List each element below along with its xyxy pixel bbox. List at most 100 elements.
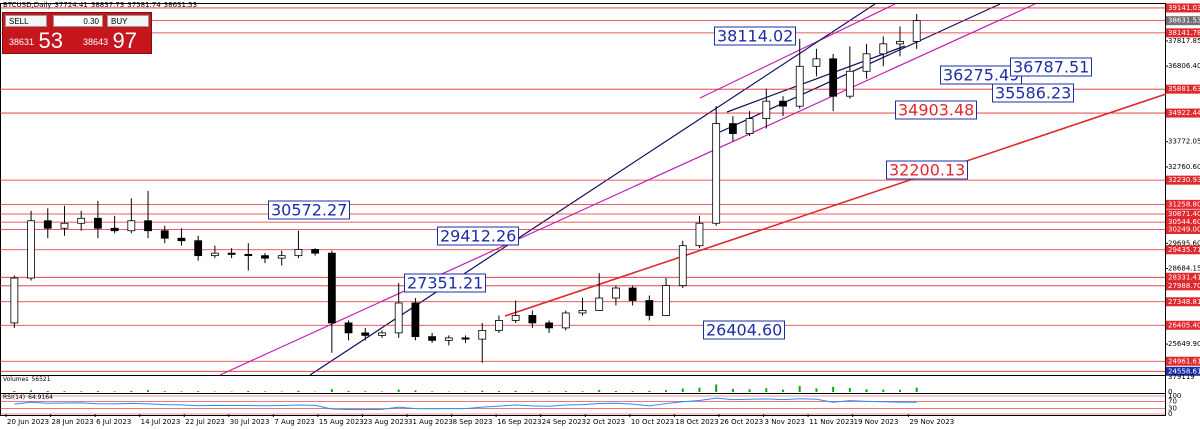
candle-body <box>60 222 69 229</box>
volume-bar <box>765 388 768 392</box>
level-tag <box>1166 297 1200 307</box>
trend-line <box>699 3 896 99</box>
candle-body <box>845 70 854 97</box>
candle-body <box>896 40 904 45</box>
level-label: 32230.93 <box>1168 176 1200 184</box>
candle-body <box>561 312 570 329</box>
bid-price[interactable]: 38631 53 <box>9 28 63 54</box>
candle-body <box>444 337 453 341</box>
level-tag <box>1166 366 1200 376</box>
volume-bar <box>514 390 517 392</box>
candle-body <box>261 255 269 259</box>
volume-bar <box>815 388 818 392</box>
volume-bar <box>163 391 166 392</box>
buy-button[interactable]: BUY <box>107 15 149 27</box>
price-annotation: 35586.23 <box>992 83 1075 103</box>
trend-line <box>504 93 1167 317</box>
ohlc: 37724.41 <box>54 1 88 9</box>
rsi-line <box>14 397 917 411</box>
level-tag <box>1166 209 1200 219</box>
trend-line <box>726 45 906 113</box>
indicator-name: Volumes <box>3 376 29 383</box>
volume-bar <box>96 390 99 392</box>
candle-body <box>628 287 637 301</box>
level-tag <box>1166 3 1200 13</box>
candle-body <box>662 285 670 316</box>
candle-body <box>862 53 871 72</box>
volume-bar <box>882 389 885 392</box>
y-tick-label: 36806.40 <box>1168 62 1200 70</box>
rsi-label: RSI(14) 64.9164 <box>3 394 56 401</box>
volume-bar <box>13 390 16 392</box>
x-tick-label: 14 Jul 2023 <box>141 418 181 426</box>
candle-body <box>879 43 888 55</box>
candle-body <box>394 302 403 334</box>
price-annotation: 29412.26 <box>437 226 520 246</box>
volume-bar <box>397 389 400 392</box>
volume-bar <box>297 390 300 392</box>
level-tag <box>1166 281 1200 291</box>
sell-button[interactable]: SELL <box>5 15 47 27</box>
x-tick-label: 24 Sep 2023 <box>542 418 586 426</box>
lot-input[interactable]: 0.30 <box>53 15 103 27</box>
candle-body <box>194 240 203 257</box>
x-tick-label: 29 Nov 2023 <box>909 418 954 426</box>
volume-bar <box>665 390 668 392</box>
price-annotation: 36787.51 <box>1010 57 1093 77</box>
candle-body <box>695 222 704 247</box>
candle-body <box>277 255 286 259</box>
y-tick-label: 30 <box>1168 405 1177 413</box>
indicator-value: 56521 <box>31 376 51 383</box>
candle-body <box>578 310 587 314</box>
volume-bar <box>364 391 367 392</box>
price-annotation: 38114.02 <box>714 26 797 46</box>
y-tick-label: 37817.85 <box>1168 37 1200 45</box>
level-label: 27348.81 <box>1168 298 1200 306</box>
level-label: 24961.61 <box>1168 357 1200 365</box>
candle-body <box>428 336 437 341</box>
price-annotation: 36275.49 <box>940 65 1023 85</box>
x-tick-label: 30 Jul 2023 <box>230 418 270 426</box>
candle-body <box>227 252 236 255</box>
candle-body <box>528 315 537 324</box>
level-label: 29435.71 <box>1168 246 1200 254</box>
y-tick-label: 28684.15 <box>1168 265 1200 273</box>
price-annotation: 32200.13 <box>886 160 969 180</box>
bid-main: 38631 <box>9 37 35 47</box>
candle-body <box>127 220 136 232</box>
x-tick-label: 22 Jul 2023 <box>185 418 225 426</box>
level-tag <box>1166 272 1200 282</box>
candle-body <box>361 332 370 336</box>
x-tick-label: 11 Nov 2023 <box>809 418 854 426</box>
candle-body <box>144 220 152 232</box>
volume-bar <box>614 391 617 392</box>
ask-price[interactable]: 38643 97 <box>83 28 137 54</box>
level-tag <box>1166 108 1200 118</box>
candle-body <box>728 123 737 134</box>
volume-bar <box>113 391 116 392</box>
level-tag <box>1166 175 1200 185</box>
volume-bar <box>581 391 584 392</box>
candle-body <box>244 254 253 257</box>
level-tag <box>1166 16 1200 26</box>
level-label: 24558.61 <box>1168 367 1200 375</box>
level-tag <box>1166 320 1200 330</box>
level-label: 30871.40 <box>1168 210 1200 218</box>
ohlc: 38837.73 <box>90 1 125 9</box>
candle-body <box>210 252 219 257</box>
x-tick-label: 20 Jun 2023 <box>7 418 49 426</box>
symbol-header: BTCUSD,Daily 37724.41 38837.73 37581.74 3863… <box>3 1 200 9</box>
level-label: 28331.41 <box>1168 273 1200 281</box>
candle-body <box>344 322 353 334</box>
ohlc: 38631.53 <box>163 1 198 9</box>
level-label: 35881.63 <box>1168 85 1200 93</box>
symbol: BTCUSD,Daily <box>3 1 52 9</box>
candle-body <box>779 100 787 107</box>
x-tick-label: 19 Nov 2023 <box>854 418 899 426</box>
volume-bar <box>481 390 484 392</box>
volume-bar <box>832 386 835 392</box>
candle-body <box>378 332 386 336</box>
level-label: 31258.80 <box>1168 200 1200 208</box>
